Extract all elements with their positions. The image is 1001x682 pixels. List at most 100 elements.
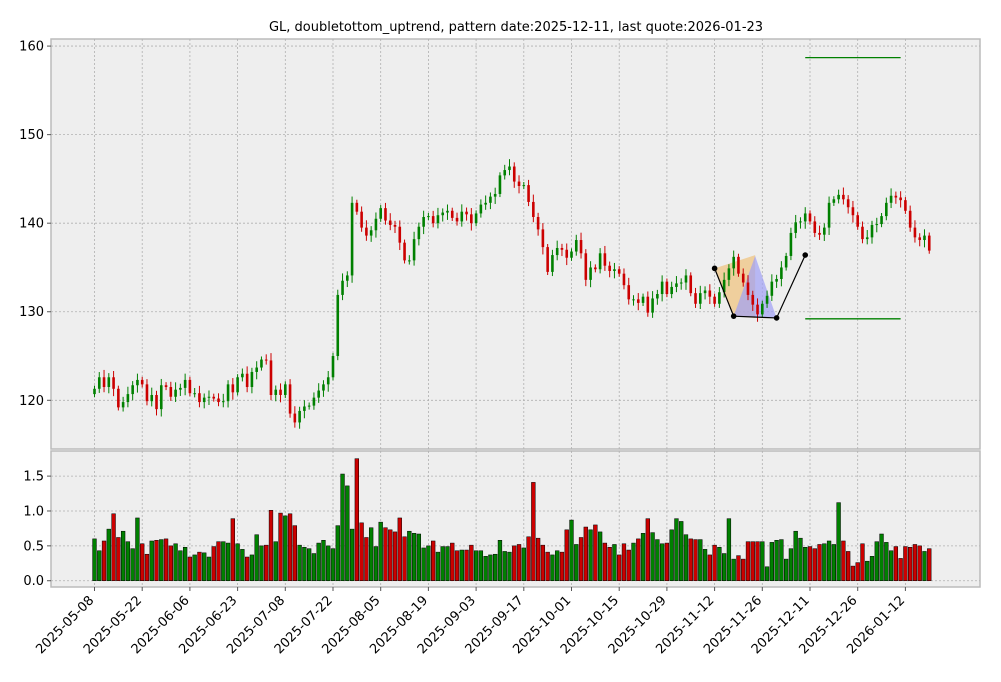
candle-body xyxy=(498,175,502,194)
candle-body xyxy=(913,227,917,238)
candle-body xyxy=(885,202,888,217)
candle-body xyxy=(894,195,898,198)
volume-bar xyxy=(569,519,574,581)
candle-body xyxy=(875,224,879,226)
volume-bar xyxy=(416,533,422,581)
candle-body xyxy=(574,240,578,252)
candle-body xyxy=(93,388,96,395)
volume-bar xyxy=(483,556,488,581)
volume-bar xyxy=(784,558,789,581)
candle-body xyxy=(269,360,273,395)
candle-body xyxy=(174,389,177,397)
candle-body xyxy=(169,387,173,397)
candle-body xyxy=(660,281,664,295)
candle-body xyxy=(675,283,678,287)
candle-body xyxy=(818,232,821,235)
volume-bar xyxy=(287,513,293,581)
candle-body xyxy=(140,379,144,385)
volume-bar xyxy=(721,553,727,581)
volume-bar xyxy=(240,549,245,581)
price-y-tick-label: 160 xyxy=(19,40,44,55)
candle-body xyxy=(899,197,902,201)
volume-bar xyxy=(354,458,360,581)
volume-bar xyxy=(426,545,431,581)
volume-bar xyxy=(512,545,517,581)
candle-body xyxy=(250,371,254,388)
candle-body xyxy=(842,194,845,200)
volume-bar xyxy=(831,544,837,581)
volume-bar xyxy=(421,547,426,581)
volume-bar xyxy=(826,540,832,581)
pattern-point xyxy=(730,313,737,319)
volume-bar xyxy=(726,518,732,581)
volume-bar xyxy=(779,539,784,581)
candle-body xyxy=(474,213,478,224)
candle-body xyxy=(284,384,287,395)
candle-body xyxy=(598,253,602,270)
candle-body xyxy=(312,397,316,406)
volume-bar xyxy=(927,548,932,581)
candle-body xyxy=(608,265,611,272)
candle-body xyxy=(436,215,440,224)
volume-bar xyxy=(154,540,159,581)
volume-bar xyxy=(173,543,178,581)
volume-bar xyxy=(597,531,603,581)
volume-bar xyxy=(702,549,708,581)
volume-bar xyxy=(631,542,636,581)
volume-bar xyxy=(407,530,412,581)
volume-bar xyxy=(655,539,660,581)
candle-body xyxy=(665,281,669,295)
volume-bar xyxy=(798,537,803,581)
volume-bar xyxy=(717,546,722,581)
volume-bar xyxy=(373,546,379,581)
candle-body xyxy=(260,359,263,368)
volume-bar xyxy=(822,543,827,581)
volume-bar xyxy=(741,558,746,581)
volume-bar xyxy=(130,548,135,581)
volume-bar xyxy=(688,538,693,581)
candle-body xyxy=(823,227,826,235)
candle-body xyxy=(532,201,535,217)
candle-body xyxy=(741,273,745,283)
candle-body xyxy=(827,202,831,228)
volume-bar xyxy=(664,542,670,581)
volume-bar xyxy=(879,533,884,581)
candle-body xyxy=(617,269,621,274)
volume-bar xyxy=(345,485,350,581)
volume-bar xyxy=(521,547,526,581)
candle-body xyxy=(145,384,149,402)
volume-bar xyxy=(650,532,655,581)
candle-body xyxy=(303,406,306,411)
candle-body xyxy=(326,377,330,385)
pattern-point xyxy=(802,252,809,258)
volume-bar xyxy=(621,543,627,581)
volume-bar xyxy=(493,553,498,581)
candle-body xyxy=(450,210,454,218)
candle-body xyxy=(808,213,812,222)
candle-body xyxy=(455,217,459,222)
volume-bar xyxy=(302,546,307,581)
candle-body xyxy=(517,181,521,186)
volume-bar xyxy=(402,536,407,581)
candle-body xyxy=(632,299,635,301)
volume-bar xyxy=(187,556,193,581)
volume-bar xyxy=(774,540,779,581)
volume-bar xyxy=(264,544,269,581)
volume-bar xyxy=(116,537,121,581)
volume-bar xyxy=(440,546,445,581)
candle-body xyxy=(703,290,707,294)
candle-body xyxy=(274,389,278,395)
volume-bar xyxy=(846,551,851,581)
volume-bar xyxy=(912,544,918,581)
volume-bar xyxy=(431,540,436,581)
candle-body xyxy=(226,384,230,402)
candle-body xyxy=(322,384,325,391)
candle-body xyxy=(727,268,731,280)
candle-body xyxy=(870,224,874,238)
candle-body xyxy=(341,280,344,295)
pattern-point xyxy=(711,265,718,272)
volume-y-tick-label: 1.5 xyxy=(23,470,44,485)
candle-body xyxy=(851,207,855,216)
candle-body xyxy=(465,211,468,215)
volume-bar xyxy=(836,502,841,581)
